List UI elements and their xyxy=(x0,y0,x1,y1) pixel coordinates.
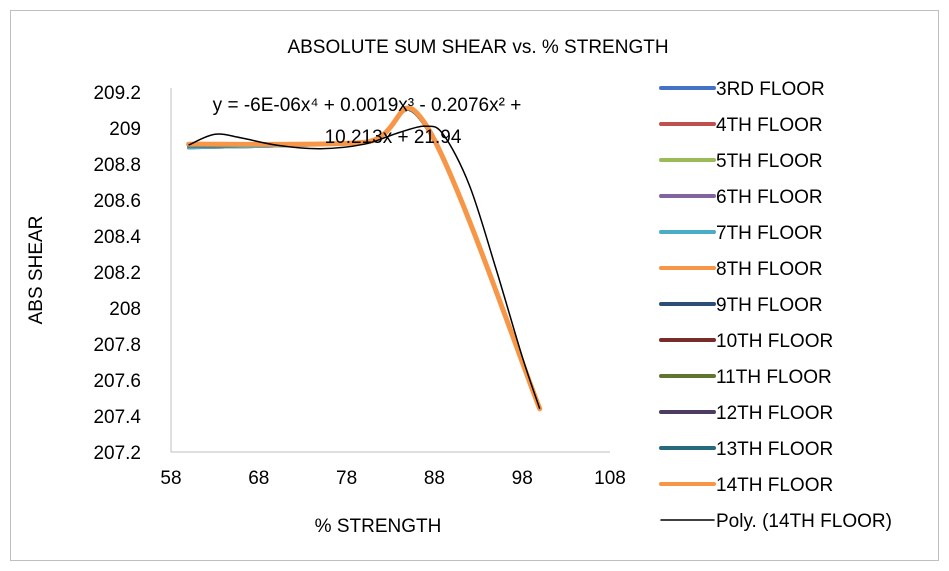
x-axis-title: % STRENGTH xyxy=(315,516,442,537)
x-tick-label: 108 xyxy=(594,468,626,489)
x-tick-label: 88 xyxy=(424,468,445,489)
x-tick-label: 68 xyxy=(248,468,269,489)
legend-label: 11TH FLOOR xyxy=(716,367,832,388)
legend-label: 7TH FLOOR xyxy=(716,223,823,244)
trendline xyxy=(188,125,541,410)
y-tick-label: 207.8 xyxy=(93,335,141,356)
y-axis-title: ABS SHEAR xyxy=(26,216,47,325)
y-tick-label: 208.2 xyxy=(93,263,141,284)
legend-label: 3RD FLOOR xyxy=(716,79,825,100)
legend-label: 10TH FLOOR xyxy=(716,331,833,352)
series-line xyxy=(186,105,543,412)
legend-label: 6TH FLOOR xyxy=(716,187,823,208)
x-tick-label: 98 xyxy=(512,468,533,489)
legend-label: 9TH FLOOR xyxy=(716,295,823,316)
y-tick-label: 209.2 xyxy=(93,83,141,104)
y-tick-label: 209 xyxy=(109,119,141,140)
trendline-group xyxy=(188,125,541,410)
legend-label: Poly. (14TH FLOOR) xyxy=(716,511,892,532)
legend-label: 14TH FLOOR xyxy=(716,475,833,496)
chart-title: ABSOLUTE SUM SHEAR vs. % STRENGTH xyxy=(287,37,668,58)
y-tick-label: 208.4 xyxy=(93,227,141,248)
trendline-equation-line-2: 10.213x + 21.94 xyxy=(325,127,462,148)
legend-label: 4TH FLOOR xyxy=(716,115,823,136)
y-tick-label: 208.8 xyxy=(93,155,141,176)
legend-label: 13TH FLOOR xyxy=(716,439,833,460)
legend-label: 12TH FLOOR xyxy=(716,403,833,424)
y-tick-label: 208 xyxy=(109,299,141,320)
trendline-equation-line-1: y = -6E-06x⁴ + 0.0019x³ - 0.2076x² + xyxy=(213,95,522,116)
y-tick-labels: 209.2 209 208.8 208.6 208.4 208.2 208 207.8 207.… xyxy=(93,83,141,464)
y-tick-label: 207.4 xyxy=(93,407,141,428)
legend: 3RD FLOOR 4TH FLOOR 5TH FLOOR 6TH FLOOR 7TH … xyxy=(659,79,892,532)
y-tick-label: 208.6 xyxy=(93,191,141,212)
x-tick-labels: 58 68 78 88 98 108 xyxy=(160,468,625,489)
legend-label: 8TH FLOOR xyxy=(716,259,823,280)
x-tick-label: 78 xyxy=(336,468,357,489)
y-tick-label: 207.6 xyxy=(93,371,141,392)
chart-frame xyxy=(10,10,939,561)
x-tick-label: 58 xyxy=(160,468,181,489)
legend-label: 5TH FLOOR xyxy=(716,151,823,172)
y-tick-label: 207.2 xyxy=(93,443,141,464)
